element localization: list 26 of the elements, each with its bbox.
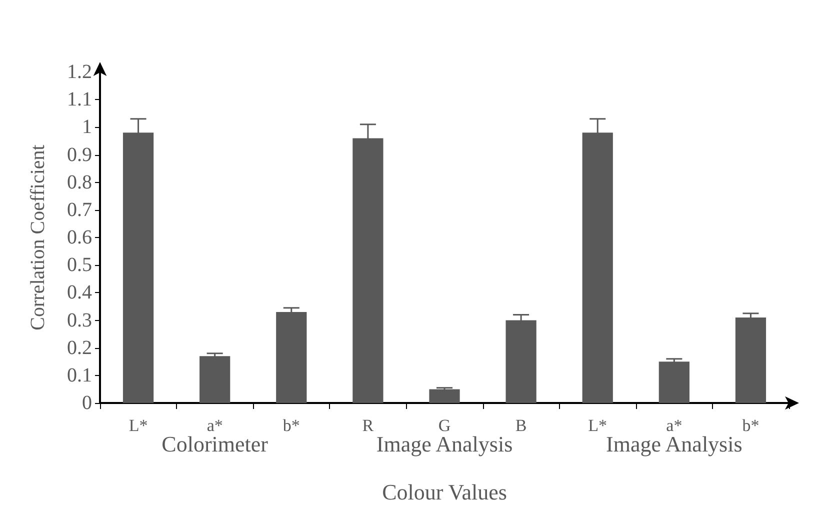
x-tick-label: B [515,416,527,435]
x-axis-title: Colour Values [382,480,507,504]
bar [276,312,307,403]
x-tick-label: L* [128,416,148,435]
x-tick-label: L* [588,416,608,435]
y-tick-label: 0.2 [67,336,92,359]
y-tick-label: 0.5 [67,254,92,276]
bar [429,389,460,403]
x-tick-label: b* [742,416,760,435]
y-axis-title: Correlation Coefficient [27,144,49,330]
y-tick-label: 0.6 [67,226,92,248]
y-tick-label: 0.1 [67,364,92,386]
bar [658,362,690,403]
bar [200,356,230,403]
y-tick-label: 0.4 [67,282,92,304]
x-tick-label: b* [282,416,300,435]
x-tick-label: R [362,416,374,435]
y-tick-label: 1.1 [67,88,92,111]
y-tick-label: 0.3 [67,309,92,332]
y-tick-label: 1 [82,116,92,138]
y-tick-label: 0.8 [67,171,92,194]
y-tick-label: 0.9 [67,144,92,166]
y-tick-label: 0 [82,392,92,414]
y-tick-label: 0.7 [67,198,92,221]
y-tick-label: 1.2 [67,61,92,83]
bar [735,317,766,403]
